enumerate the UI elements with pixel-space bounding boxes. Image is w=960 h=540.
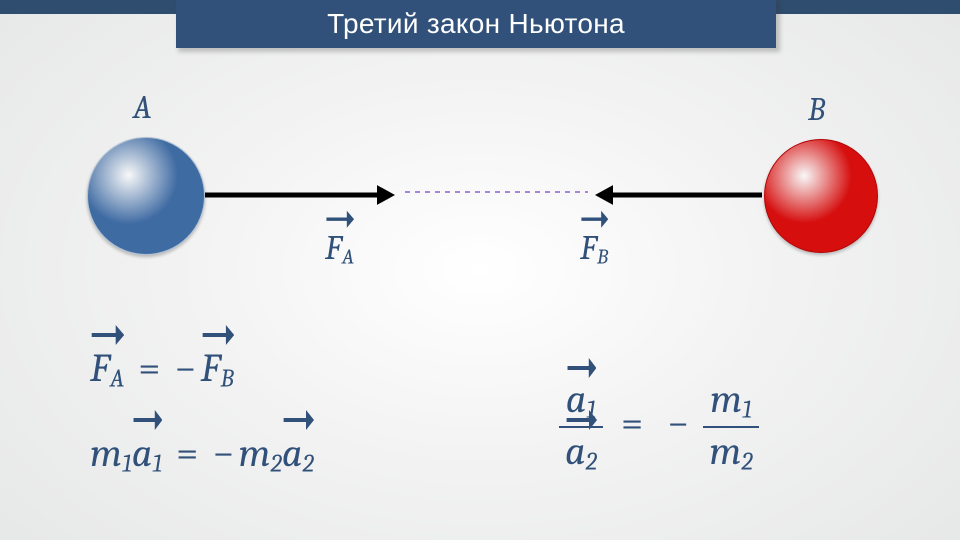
force-arrows: [0, 50, 960, 350]
slide-title-text: Третий закон Ньютона: [327, 8, 625, 40]
slide-title: Третий закон Ньютона: [176, 0, 776, 48]
label-force-b: FB: [580, 228, 608, 270]
formula-forces-equal: FA=− FB: [90, 345, 234, 393]
formula-ma-equal: m1 a1=−m2 a2: [90, 430, 314, 478]
label-force-a: FA: [325, 228, 354, 270]
slide: Третий закон Ньютона A B FA FB FA=− FB m…: [0, 0, 960, 540]
formula-ratio: a1 a2=−m1m2: [555, 378, 763, 476]
